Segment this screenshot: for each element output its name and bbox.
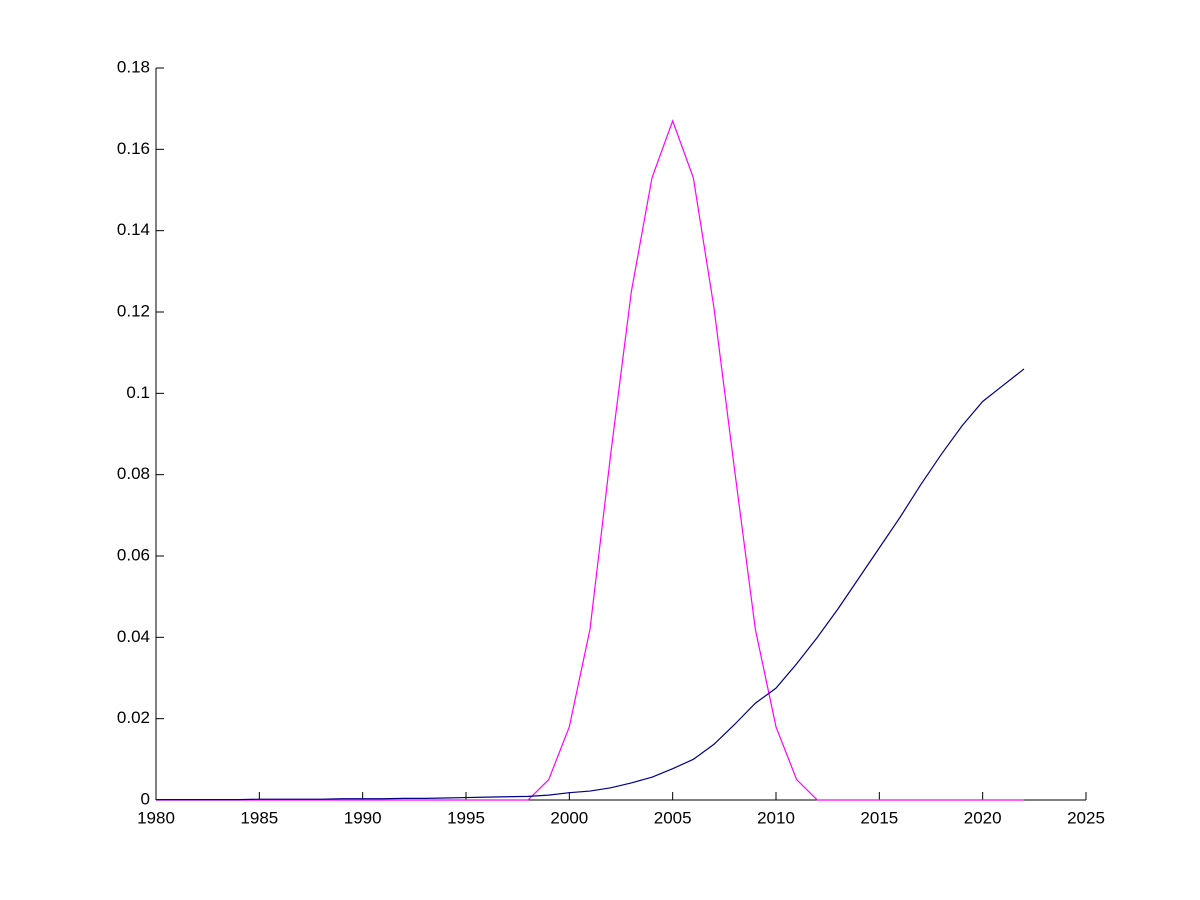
y-tick-label: 0.04	[117, 627, 150, 646]
y-tick-label: 0.14	[117, 220, 150, 239]
line-series	[156, 368, 1025, 801]
line-series	[156, 119, 1024, 801]
x-tick-label: 1985	[240, 808, 278, 827]
x-tick-label: 2020	[964, 808, 1002, 827]
x-tick-label: 2000	[550, 808, 588, 827]
y-tick-label: 0.06	[117, 545, 150, 564]
y-tick-label: 0.16	[117, 139, 150, 158]
x-tick-label: 2015	[860, 808, 898, 827]
y-tick-label: 0.08	[117, 464, 150, 483]
x-tick-label: 1995	[447, 808, 485, 827]
y-tick-label: 0.12	[117, 301, 150, 320]
y-tick-label: 0.02	[117, 708, 150, 727]
x-tick-label: 2010	[757, 808, 795, 827]
x-tick-label: 1980	[137, 808, 175, 827]
y-tick-label: 0.1	[126, 383, 150, 402]
y-tick-label: 0.18	[117, 57, 150, 76]
y-tick-label: 0	[141, 789, 150, 808]
x-tick-label: 2005	[654, 808, 692, 827]
x-tick-label: 1990	[344, 808, 382, 827]
x-tick-label: 2025	[1067, 808, 1105, 827]
